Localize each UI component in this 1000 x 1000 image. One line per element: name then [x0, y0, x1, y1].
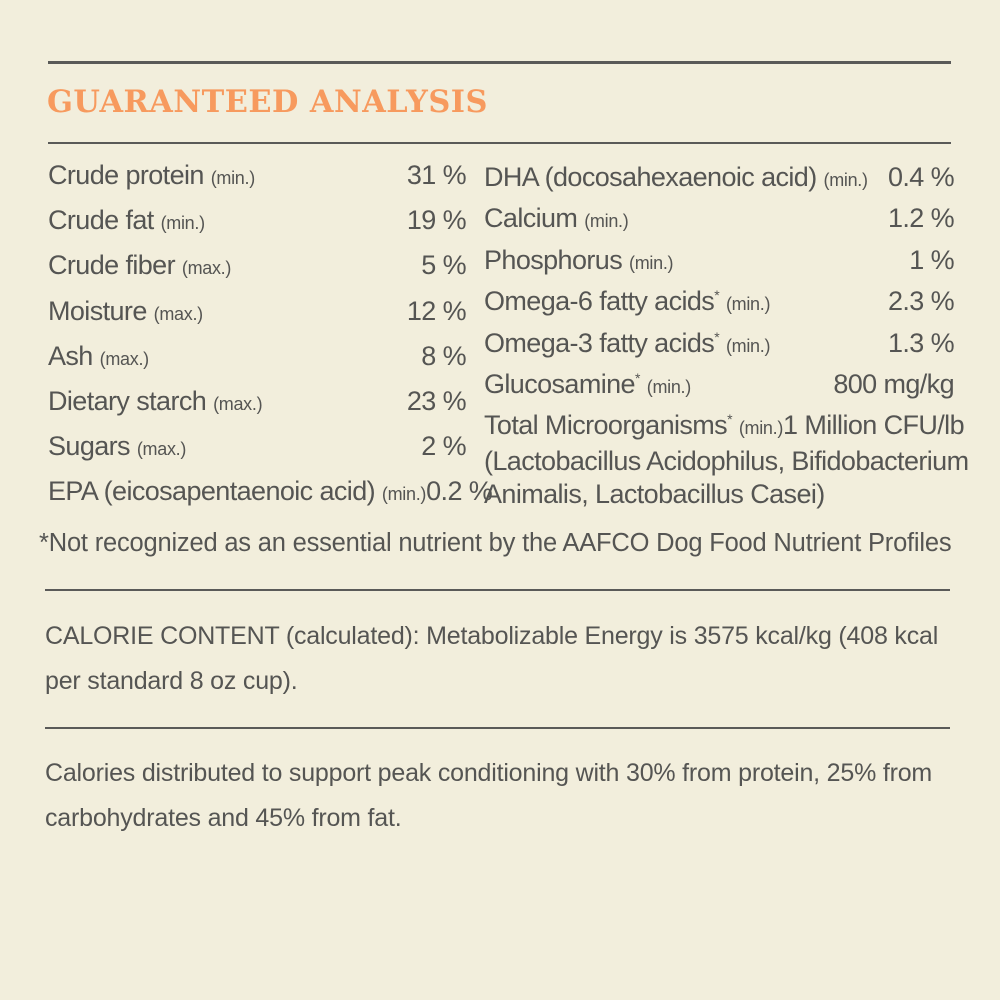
nutrient-name: Glucosamine	[484, 369, 636, 399]
nutrient-label: Crude protein (min.)	[48, 160, 255, 191]
nutrient-value: 0.4 %	[887, 162, 955, 192]
nutrient-value: 5 %	[421, 250, 466, 281]
nutrient-label: EPA (eicosapentaenoic acid) (min.)	[48, 476, 426, 507]
asterisk: *	[727, 411, 732, 428]
nutrient-value: 2 %	[421, 431, 466, 462]
nutrient-qualifier: (min.)	[725, 335, 771, 356]
nutrient-name: Phosphorus	[484, 244, 623, 275]
nutrient-value: 19 %	[406, 205, 467, 236]
nutrient-name: Ash	[48, 340, 93, 371]
nutrient-row: Crude fiber (max.) 5 %	[48, 250, 467, 281]
nutrient-value: 23 %	[406, 386, 467, 416]
nutrient-qualifier: (min.)	[646, 377, 692, 397]
nutrient-qualifier: (min.)	[381, 484, 427, 505]
nutrient-label: Moisture (max.)	[48, 296, 203, 327]
nutrient-row: Sugars (max.) 2 %	[48, 431, 467, 462]
nutrient-row: Omega-6 fatty acids* (min.) 2.3 %	[484, 286, 955, 317]
nutrient-value: 2.3 %	[887, 286, 955, 317]
nutrient-value: 31 %	[406, 160, 467, 190]
nutrient-label: Total Microorganisms* (min.)	[484, 410, 783, 441]
nutrient-row: Dietary starch (max.) 23 %	[48, 386, 467, 417]
microorganisms-detail-line-2: Animalis, Lactobacillus Casei)	[484, 479, 825, 509]
nutrient-qualifier: (min.)	[584, 211, 629, 232]
nutrient-label: Phosphorus (min.)	[484, 244, 674, 276]
nutrient-row: Moisture (max.) 12 %	[48, 295, 467, 327]
nutrient-label: Dietary starch (max.)	[48, 386, 263, 417]
nutrient-qualifier: (min.)	[160, 213, 206, 234]
calorie-distribution: Calories distributed to support peak con…	[45, 759, 933, 832]
nutrient-row: Crude protein (min.) 31 %	[48, 160, 467, 191]
calorie-content: CALORIE CONTENT (calculated): Metaboliza…	[45, 622, 939, 695]
nutrient-label: DHA (docosahexaenoic acid) (min.)	[484, 162, 868, 193]
nutrient-qualifier: (max.)	[181, 258, 232, 279]
nutrient-name: Total Microorganisms	[484, 410, 728, 441]
nutrient-name: EPA (eicosapentaenoic acid)	[48, 476, 376, 507]
nutrient-name: Crude protein	[48, 160, 204, 190]
nutrient-qualifier: (max.)	[99, 348, 150, 369]
title-rule	[48, 142, 951, 144]
asterisk: *	[714, 287, 720, 304]
section-title: GUARANTEED ANALYSIS	[47, 84, 488, 120]
nutrient-label: Ash (max.)	[48, 341, 149, 372]
nutrient-value: 1 Million CFU/lb	[783, 410, 965, 441]
nutrient-row: Total Microorganisms* (min.) 1 Million CF…	[484, 410, 965, 441]
nutrient-label: Glucosamine* (min.)	[484, 369, 691, 400]
nutrient-row: Crude fat (min.) 19 %	[48, 205, 467, 236]
nutrient-label: Crude fiber (max.)	[48, 250, 231, 281]
nutrient-row: Omega-3 fatty acids* (min.) 1.3 %	[484, 327, 955, 359]
nutrient-name: Omega-3 fatty acids	[484, 327, 715, 358]
nutrient-row: Phosphorus (min.) 1 %	[484, 244, 955, 276]
nutrient-qualifier: (min.)	[725, 294, 771, 315]
nutrient-name: Omega-6 fatty acids	[484, 286, 715, 317]
microorganisms-detail-line-1: (Lactobacillus Acidophilus, Bifidobacter…	[484, 446, 969, 476]
nutrient-row: Calcium (min.) 1.2 %	[484, 203, 955, 234]
nutrient-value: 8 %	[421, 340, 466, 371]
nutrient-value: 0.2 %	[426, 476, 493, 507]
nutrient-name: Sugars	[48, 431, 131, 462]
nutrient-row: Ash (max.) 8 %	[48, 340, 467, 372]
nutrient-label: Calcium (min.)	[484, 203, 629, 234]
asterisk: *	[714, 328, 720, 345]
nutrient-value: 12 %	[406, 295, 467, 326]
nutrient-label: Crude fat (min.)	[48, 205, 205, 236]
nutrient-qualifier: (max.)	[136, 439, 187, 460]
nutrient-row: DHA (docosahexaenoic acid) (min.) 0.4 %	[484, 162, 955, 193]
nutrient-qualifier: (min.)	[629, 252, 674, 273]
nutrient-name: Crude fiber	[48, 250, 176, 281]
nutrient-qualifier: (min.)	[210, 168, 256, 188]
nutrient-label: Sugars (max.)	[48, 431, 186, 462]
nutrient-qualifier: (max.)	[213, 394, 263, 414]
asterisk: *	[634, 370, 640, 386]
nutrient-row: Glucosamine* (min.) 800 mg/kg	[484, 369, 955, 400]
nutrient-name: DHA (docosahexaenoic acid)	[484, 162, 817, 192]
nutrient-qualifier: (min.)	[738, 418, 784, 439]
nutrient-value: 800 mg/kg	[833, 369, 954, 399]
nutrient-value: 1.3 %	[887, 327, 955, 358]
nutrient-qualifier: (max.)	[153, 303, 204, 324]
calorie-rule	[45, 727, 950, 729]
nutrient-label: Omega-3 fatty acids* (min.)	[484, 328, 770, 359]
nutrient-name: Moisture	[48, 295, 147, 326]
nutrient-row: EPA (eicosapentaenoic acid) (min.) 0.2 %	[48, 476, 493, 507]
nutrient-value: 1.2 %	[887, 203, 955, 234]
nutrient-label: Omega-6 fatty acids* (min.)	[484, 286, 770, 317]
footnote-rule	[45, 589, 950, 591]
nutrient-name: Crude fat	[48, 205, 154, 236]
top-rule	[48, 61, 951, 64]
nutrient-name: Calcium	[484, 203, 578, 234]
nutrient-qualifier: (min.)	[823, 170, 869, 190]
nutrient-value: 1 %	[909, 244, 954, 275]
footnote: *Not recognized as an essential nutrient…	[39, 529, 952, 557]
nutrient-name: Dietary starch	[48, 386, 207, 416]
